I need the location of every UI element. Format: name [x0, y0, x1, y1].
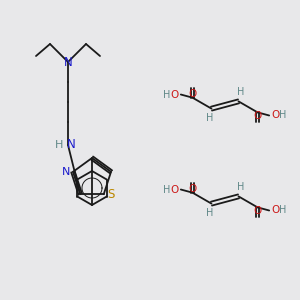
Text: H: H: [206, 112, 213, 123]
Text: O: O: [171, 184, 179, 194]
Text: H: H: [163, 184, 170, 194]
Text: H: H: [237, 87, 244, 98]
Text: H: H: [163, 89, 170, 100]
Text: S: S: [107, 188, 114, 201]
Text: N: N: [62, 167, 70, 177]
Text: O: O: [271, 110, 279, 121]
Text: O: O: [171, 89, 179, 100]
Text: N: N: [64, 56, 72, 68]
Text: O: O: [188, 88, 196, 99]
Text: H: H: [206, 208, 213, 218]
Text: O: O: [254, 111, 262, 122]
Text: H: H: [280, 110, 287, 121]
Text: H: H: [237, 182, 244, 192]
Text: O: O: [254, 206, 262, 216]
Text: O: O: [271, 206, 279, 215]
Text: N: N: [67, 139, 75, 152]
Text: H: H: [280, 206, 287, 215]
Text: H: H: [55, 140, 63, 150]
Text: O: O: [188, 184, 196, 194]
